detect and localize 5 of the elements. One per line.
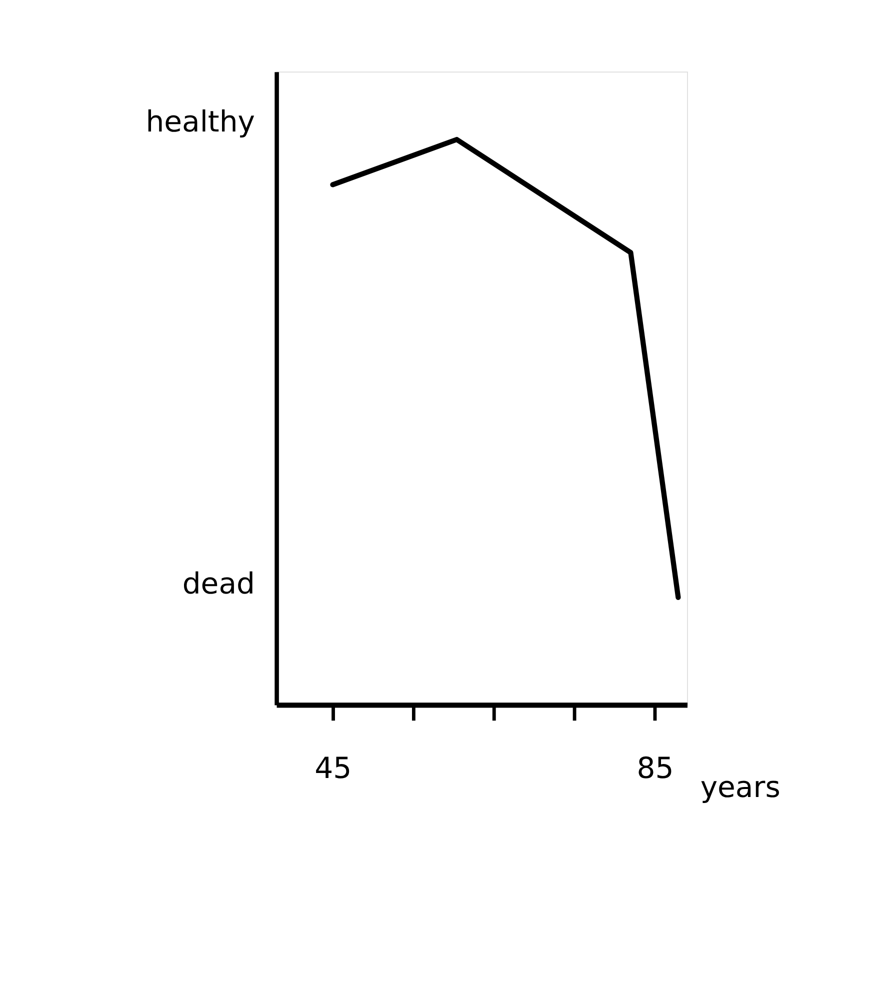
text: healthy	[146, 104, 255, 139]
x-tick-label: 85	[636, 750, 674, 785]
x-axis-title: years	[700, 770, 780, 804]
text: dead	[182, 566, 255, 601]
x-tick-label: 45	[314, 750, 352, 785]
